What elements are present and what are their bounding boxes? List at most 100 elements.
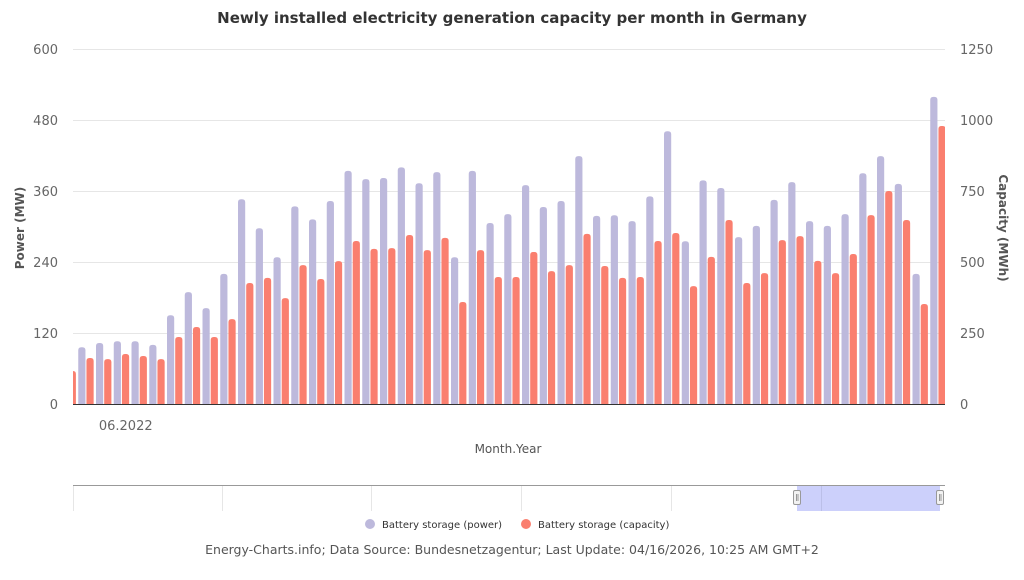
bar-capacity[interactable] — [139, 356, 147, 404]
legend-item-power[interactable]: Battery storage (power) — [365, 519, 502, 531]
bar-power[interactable] — [220, 273, 228, 404]
bar-power[interactable] — [344, 170, 352, 404]
bar-power[interactable] — [309, 219, 317, 404]
bar-power[interactable] — [610, 215, 618, 404]
bar-capacity[interactable] — [743, 283, 751, 404]
bar-capacity[interactable] — [618, 277, 627, 404]
bar-power[interactable] — [326, 201, 334, 404]
bar-power[interactable] — [273, 257, 281, 404]
bar-capacity[interactable] — [228, 319, 236, 404]
bar-power[interactable] — [593, 215, 601, 404]
bar-capacity[interactable] — [512, 277, 520, 404]
bar-power[interactable] — [202, 308, 210, 404]
navigator[interactable] — [73, 485, 945, 512]
bar-capacity[interactable] — [281, 298, 289, 404]
bar-power[interactable] — [504, 214, 512, 404]
bar-power[interactable] — [149, 344, 157, 404]
bar-capacity[interactable] — [672, 233, 680, 404]
bar-capacity[interactable] — [636, 277, 644, 404]
bar-capacity[interactable] — [370, 248, 378, 404]
bar-power[interactable] — [681, 241, 689, 404]
bar-power[interactable] — [788, 182, 796, 404]
bar-capacity[interactable] — [441, 237, 449, 404]
bar-capacity[interactable] — [601, 265, 609, 404]
bar-power[interactable] — [859, 173, 867, 404]
bar-capacity[interactable] — [69, 371, 76, 404]
bar-power[interactable] — [646, 196, 654, 404]
legend-item-capacity[interactable]: Battery storage (capacity) — [521, 519, 669, 531]
bar-power[interactable] — [184, 292, 192, 404]
bar-power[interactable] — [539, 206, 547, 404]
bar-capacity[interactable] — [654, 240, 662, 404]
bar-power[interactable] — [806, 221, 814, 404]
bar-capacity[interactable] — [423, 250, 431, 404]
bar-power[interactable] — [113, 341, 121, 404]
bar-capacity[interactable] — [86, 357, 94, 404]
bar-power[interactable] — [362, 179, 370, 404]
bar-capacity[interactable] — [778, 240, 786, 404]
bar-power[interactable] — [841, 214, 849, 404]
bar-capacity[interactable] — [689, 286, 698, 404]
bar-capacity[interactable] — [104, 359, 112, 404]
bar-capacity[interactable] — [317, 279, 325, 404]
bar-power[interactable] — [823, 225, 831, 404]
bar-power[interactable] — [131, 341, 139, 404]
bar-power[interactable] — [575, 156, 583, 404]
bar-power[interactable] — [770, 199, 778, 404]
bar-capacity[interactable] — [352, 240, 360, 404]
bar-capacity[interactable] — [565, 265, 573, 404]
bar-capacity[interactable] — [583, 233, 591, 404]
bar-capacity[interactable] — [246, 283, 254, 404]
bar-power[interactable] — [78, 347, 86, 404]
bar-capacity[interactable] — [192, 327, 201, 404]
navigator-selection[interactable] — [797, 486, 940, 511]
bar-power[interactable] — [468, 170, 476, 404]
bar-capacity[interactable] — [210, 336, 218, 404]
bar-capacity[interactable] — [547, 271, 556, 404]
bar-power[interactable] — [522, 185, 530, 404]
bar-capacity[interactable] — [849, 254, 857, 404]
bar-power[interactable] — [96, 343, 104, 404]
bar-capacity[interactable] — [157, 359, 165, 404]
bar-power[interactable] — [894, 183, 902, 404]
bar-power[interactable] — [664, 131, 672, 404]
bar-capacity[interactable] — [405, 235, 414, 404]
bar-power[interactable] — [486, 222, 494, 404]
bar-capacity[interactable] — [867, 215, 875, 404]
bar-power[interactable] — [415, 183, 423, 404]
bar-power[interactable] — [167, 315, 175, 404]
bar-power[interactable] — [291, 206, 299, 404]
navigator-right-handle[interactable] — [936, 490, 944, 505]
bar-power[interactable] — [735, 237, 743, 404]
bar-power[interactable] — [451, 257, 459, 404]
bar-capacity[interactable] — [760, 273, 769, 404]
bar-power[interactable] — [699, 180, 707, 404]
bar-power[interactable] — [930, 96, 938, 405]
bar-capacity[interactable] — [334, 261, 343, 404]
bar-capacity[interactable] — [476, 250, 485, 404]
bar-capacity[interactable] — [831, 273, 840, 404]
bar-power[interactable] — [238, 199, 246, 404]
bar-power[interactable] — [628, 221, 636, 404]
bar-power[interactable] — [380, 177, 388, 404]
bar-power[interactable] — [557, 201, 565, 404]
bar-capacity[interactable] — [175, 336, 183, 404]
bar-capacity[interactable] — [494, 277, 502, 404]
bar-capacity[interactable] — [707, 256, 715, 404]
bar-capacity[interactable] — [938, 125, 945, 404]
bar-power[interactable] — [397, 167, 405, 404]
bar-capacity[interactable] — [902, 219, 911, 404]
bar-capacity[interactable] — [530, 252, 538, 404]
bar-power[interactable] — [717, 188, 725, 404]
bar-capacity[interactable] — [885, 191, 893, 404]
bar-capacity[interactable] — [299, 265, 307, 404]
bar-capacity[interactable] — [920, 304, 928, 404]
bar-capacity[interactable] — [459, 302, 467, 404]
bar-power[interactable] — [752, 225, 760, 404]
bar-power[interactable] — [912, 273, 920, 404]
bar-power[interactable] — [255, 228, 263, 404]
bar-power[interactable] — [877, 156, 885, 404]
bar-capacity[interactable] — [725, 219, 733, 404]
bar-capacity[interactable] — [796, 236, 804, 404]
navigator-left-handle[interactable] — [793, 490, 801, 505]
